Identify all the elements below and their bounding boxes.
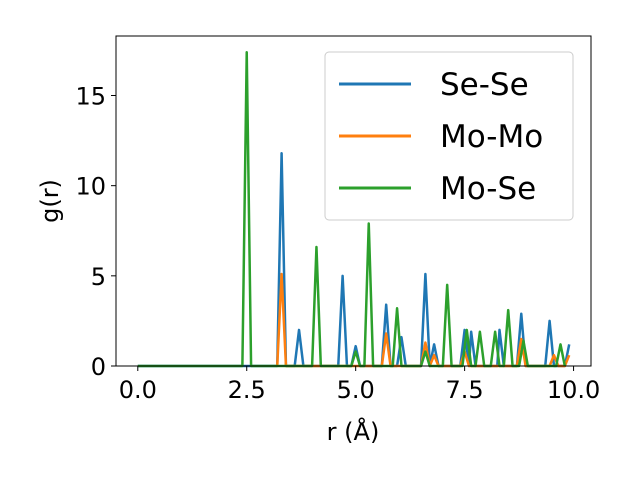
x-tick-label: 7.5	[446, 376, 484, 404]
y-tick-label: 0	[91, 353, 106, 381]
legend-label: Se-Se	[440, 67, 529, 103]
y-tick-label: 10	[75, 173, 106, 201]
legend-label: Mo-Mo	[440, 119, 543, 155]
x-tick-label: 5.0	[337, 376, 375, 404]
y-axis: 0 5 10 15	[75, 83, 116, 381]
x-tick-label: 0.0	[119, 376, 157, 404]
legend-box	[324, 51, 574, 221]
x-tick-label: 2.5	[228, 376, 266, 404]
legend: Se-Se Mo-Mo Mo-Se	[324, 51, 574, 221]
y-axis-label: g(r)	[36, 179, 64, 223]
legend-label: Mo-Se	[440, 171, 536, 207]
plot-frame	[115, 35, 592, 367]
x-axis: 0.0 2.5 5.0 7.5 10.0	[119, 366, 600, 404]
x-axis-label: r (Å)	[327, 417, 380, 446]
x-tick-label: 10.0	[547, 376, 600, 404]
y-tick-label: 15	[75, 83, 106, 111]
y-tick-label: 5	[91, 263, 106, 291]
